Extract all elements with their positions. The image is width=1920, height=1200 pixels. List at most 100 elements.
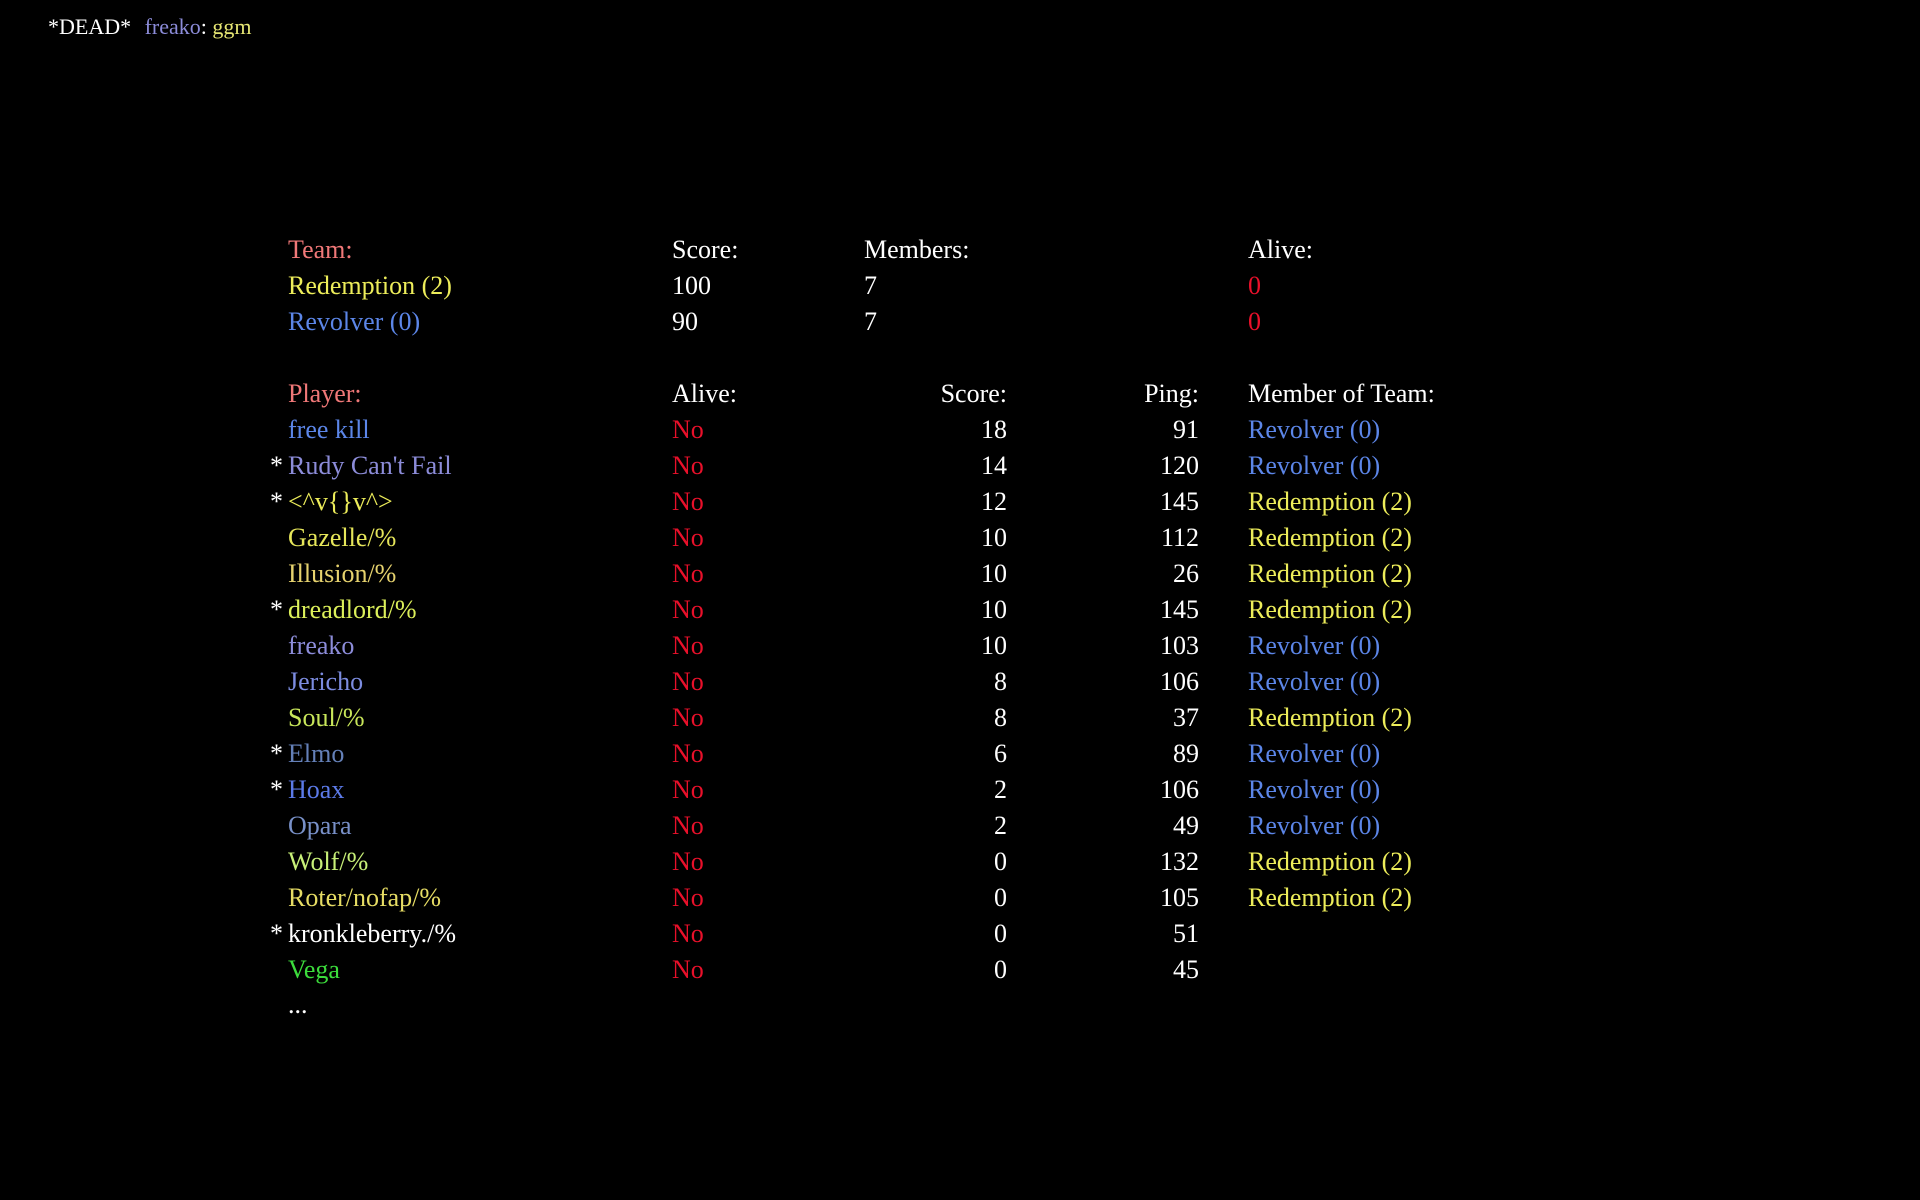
player-name: Wolf/% [288, 847, 369, 876]
player-ping: 51 [1173, 919, 1199, 948]
player-alive: No [672, 667, 704, 696]
player-name: Rudy Can't Fail [288, 451, 452, 480]
chat-status: *DEAD* [48, 14, 132, 39]
player-alive: No [672, 811, 704, 840]
chat-message: *DEAD* freako: ggm [48, 14, 252, 40]
player-row: free kill No 18 91 Revolver (0) [0, 412, 1920, 448]
player-name: Elmo [288, 739, 345, 768]
player-name: Soul/% [288, 703, 365, 732]
player-score-header: Score: [940, 379, 1007, 408]
team-name: Revolver (0) [288, 307, 421, 336]
player-alive: No [672, 559, 704, 588]
player-row: * kronkleberry./% No 0 51 [0, 916, 1920, 952]
player-score: 2 [994, 811, 1007, 840]
player-row: Jericho No 8 106 Revolver (0) [0, 664, 1920, 700]
team-row: Redemption (2) 100 7 0 [0, 268, 1920, 304]
player-team: Revolver (0) [1248, 811, 1381, 840]
player-row: Opara No 2 49 Revolver (0) [0, 808, 1920, 844]
team-alive: 0 [1248, 307, 1261, 336]
player-ping: 45 [1173, 955, 1199, 984]
player-team: Redemption (2) [1248, 883, 1412, 912]
player-alive: No [672, 775, 704, 804]
team-name: Redemption (2) [288, 271, 452, 300]
player-ping: 112 [1160, 523, 1199, 552]
player-name: free kill [288, 415, 370, 444]
player-marker: * [270, 775, 283, 804]
player-ping: 37 [1173, 703, 1199, 732]
player-name: freako [288, 631, 355, 660]
player-alive: No [672, 595, 704, 624]
player-team: Revolver (0) [1248, 739, 1381, 768]
team-table-header: Team: Score: Members: Alive: [0, 232, 1920, 268]
player-score: 18 [981, 415, 1007, 444]
player-ping: 105 [1160, 883, 1199, 912]
player-marker: * [270, 595, 283, 624]
player-alive: No [672, 883, 704, 912]
player-score: 8 [994, 667, 1007, 696]
team-members: 7 [864, 307, 877, 336]
player-name: Vega [288, 955, 340, 984]
player-score: 8 [994, 703, 1007, 732]
player-ping: 145 [1160, 595, 1199, 624]
player-ping: 103 [1160, 631, 1199, 660]
team-alive: 0 [1248, 271, 1261, 300]
player-team: Redemption (2) [1248, 847, 1412, 876]
player-row: Wolf/% No 0 132 Redemption (2) [0, 844, 1920, 880]
player-row: Vega No 0 45 [0, 952, 1920, 988]
player-alive: No [672, 415, 704, 444]
team-score: 100 [672, 271, 711, 300]
player-team: Revolver (0) [1248, 631, 1381, 660]
player-ping: 106 [1160, 667, 1199, 696]
player-alive: No [672, 955, 704, 984]
player-score: 6 [994, 739, 1007, 768]
player-team: Revolver (0) [1248, 667, 1381, 696]
player-score: 0 [994, 955, 1007, 984]
team-members: 7 [864, 271, 877, 300]
team-score-header: Score: [672, 235, 739, 264]
more-players-indicator: ... [288, 990, 308, 1019]
player-ping: 106 [1160, 775, 1199, 804]
player-team: Redemption (2) [1248, 487, 1412, 516]
player-team: Redemption (2) [1248, 595, 1412, 624]
player-team: Revolver (0) [1248, 451, 1381, 480]
player-team: Revolver (0) [1248, 415, 1381, 444]
player-alive: No [672, 523, 704, 552]
player-score: 10 [981, 595, 1007, 624]
player-marker: * [270, 451, 283, 480]
player-row: * Rudy Can't Fail No 14 120 Revolver (0) [0, 448, 1920, 484]
player-ping: 49 [1173, 811, 1199, 840]
player-team: Revolver (0) [1248, 775, 1381, 804]
player-team: Redemption (2) [1248, 559, 1412, 588]
player-ping-header: Ping: [1144, 379, 1199, 408]
player-score: 10 [981, 631, 1007, 660]
player-name: Jericho [288, 667, 364, 696]
chat-separator: : [200, 14, 207, 39]
player-ping: 132 [1160, 847, 1199, 876]
player-name: Hoax [288, 775, 345, 804]
player-score: 0 [994, 883, 1007, 912]
player-row: Illusion/% No 10 26 Redemption (2) [0, 556, 1920, 592]
player-team: Redemption (2) [1248, 703, 1412, 732]
player-score: 14 [981, 451, 1007, 480]
player-team-header: Member of Team: [1248, 379, 1435, 408]
player-alive: No [672, 487, 704, 516]
player-alive: No [672, 631, 704, 660]
player-ping: 91 [1173, 415, 1199, 444]
player-ping: 120 [1160, 451, 1199, 480]
player-row: * Hoax No 2 106 Revolver (0) [0, 772, 1920, 808]
player-marker: * [270, 739, 283, 768]
player-score: 0 [994, 847, 1007, 876]
player-row: * dreadlord/% No 10 145 Redemption (2) [0, 592, 1920, 628]
player-table-header: Player: Alive: Score: Ping: Member of Te… [0, 376, 1920, 412]
player-name: Roter/nofap/% [288, 883, 442, 912]
player-ping: 89 [1173, 739, 1199, 768]
team-alive-header: Alive: [1248, 235, 1313, 264]
player-name: kronkleberry./% [288, 919, 456, 948]
player-alive: No [672, 703, 704, 732]
player-row: * <^v{}v^> No 12 145 Redemption (2) [0, 484, 1920, 520]
player-alive: No [672, 919, 704, 948]
team-header-label: Team: [288, 235, 353, 264]
player-alive-header: Alive: [672, 379, 737, 408]
player-alive: No [672, 739, 704, 768]
player-name: <^v{}v^> [288, 487, 393, 516]
